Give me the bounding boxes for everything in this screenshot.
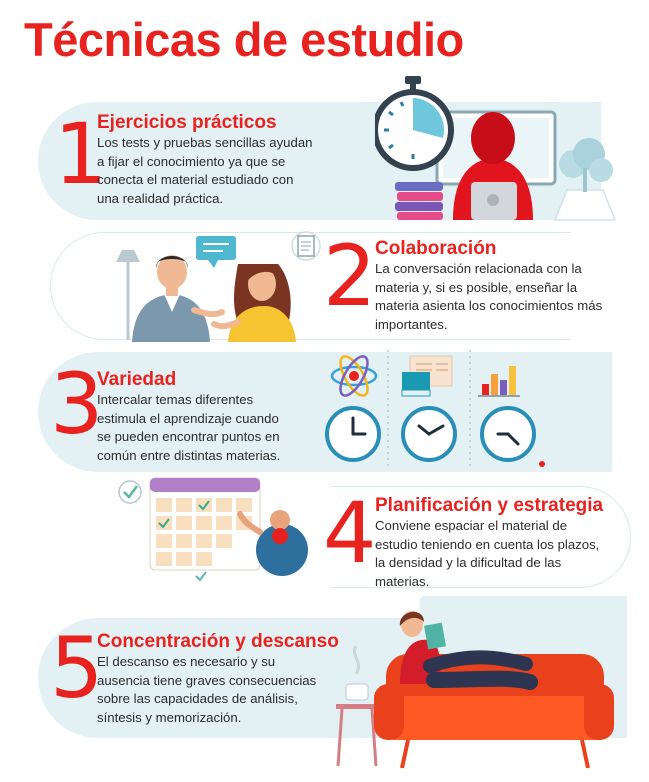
page-title: Técnicas de estudio (24, 13, 464, 66)
man-figure (132, 255, 225, 342)
clock-icon (325, 406, 381, 462)
section-3-number: 3 (50, 355, 104, 453)
section-1-illustration (375, 76, 617, 221)
calendar-icon (149, 477, 261, 571)
section-4-text: Conviene espaciar el material de estudio… (375, 518, 600, 589)
section-4-number: 4 (323, 484, 377, 582)
student-figure (453, 112, 533, 220)
section-4-heading: Planificación y estrategia (375, 495, 604, 516)
plant-icon (553, 138, 617, 221)
section-3-illustration (325, 350, 545, 468)
chat-bubble-icon (196, 236, 236, 268)
section-4-outline (330, 486, 631, 588)
books-icon (395, 182, 443, 220)
section-2-number: 2 (323, 227, 377, 325)
clock-icon (480, 406, 536, 462)
section-5-illustration (336, 611, 614, 769)
book-icon (401, 355, 453, 397)
section-4-illustration (118, 477, 308, 582)
section-2-heading: Colaboración (375, 238, 497, 259)
section-5-heading: Concentración y descanso (97, 631, 339, 652)
section-2-text: La conversación relacionada con la mater… (375, 261, 603, 332)
section-5-band-top (420, 596, 627, 620)
lamp-icon (116, 250, 140, 340)
section-3-text: Intercalar temas diferentes estimula el … (97, 392, 281, 463)
document-icon (291, 231, 321, 261)
section-1-text: Los tests y pruebas sencillas ayudan a f… (97, 135, 313, 206)
section-1-number: 1 (54, 105, 108, 203)
check-icon (118, 480, 142, 504)
stopwatch-icon (375, 76, 454, 171)
clock-icon (401, 406, 457, 462)
section-3-heading: Variedad (97, 369, 177, 390)
section-2-illustration (116, 231, 321, 342)
reading-woman (399, 611, 538, 690)
person-figure (237, 510, 308, 576)
bar-chart-icon (478, 366, 520, 397)
section-5-text: El descanso es necesario y su ausencia t… (97, 654, 317, 725)
atom-icon (330, 355, 378, 397)
section-5-number: 5 (50, 619, 104, 717)
section-1-heading: Ejercicios prácticos (97, 112, 277, 133)
side-table (336, 645, 378, 767)
woman-figure (211, 264, 296, 342)
